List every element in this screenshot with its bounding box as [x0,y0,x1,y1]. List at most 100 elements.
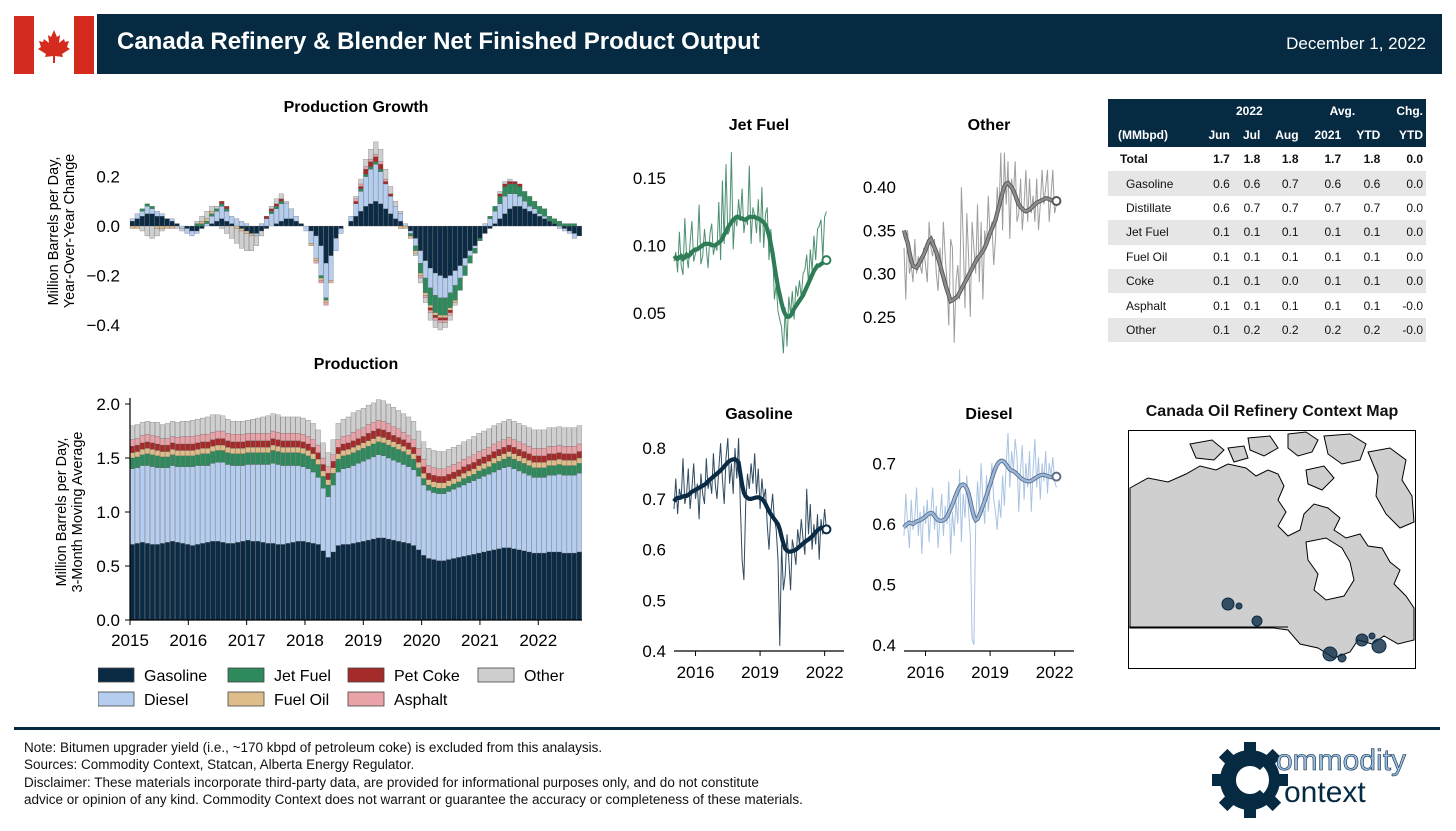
bar-jet-fuel [325,484,331,498]
bar-diesel [185,466,191,545]
bar-asphalt [144,434,150,442]
bar-pet-coke [280,440,286,448]
bar-pet-coke [165,444,171,452]
bar-gasoline [229,223,235,227]
bar-fuel-oil [431,481,437,488]
bar-fuel-oil [422,292,428,296]
bar-gasoline [471,553,477,621]
bar-other [442,322,448,328]
bar-jet-fuel [462,265,468,276]
bar-gasoline [358,211,364,227]
bar-asphalt [496,441,502,450]
bar-gasoline [527,211,533,227]
x-tick-label: 2015 [111,631,149,650]
bar-jet-fuel [561,465,567,476]
bar-diesel [219,206,225,219]
bar-gasoline [190,545,196,621]
bar-gasoline [139,216,145,227]
table-cell: 0.1 [1243,298,1261,313]
bar-gasoline [239,225,245,229]
bar-jet-fuel [378,169,384,172]
bar-gasoline [426,558,432,621]
chart-title: Gasoline [725,406,793,423]
bar-gasoline [160,543,165,621]
bar-gasoline [215,541,221,621]
bar-diesel [406,466,412,544]
bar-asphalt [160,438,165,446]
table-cell: 0.1 [1301,268,1345,294]
y-tick-label: 0.05 [633,304,666,323]
table-cell: 0.6 [1197,171,1233,196]
bar-gasoline [486,550,492,621]
bar-diesel [521,472,527,552]
bar-other [315,429,321,446]
bar-diesel [154,467,160,545]
bar-pet-coke [230,441,236,449]
bar-other [383,169,389,180]
bar-fuel-oil [308,243,314,246]
bar-asphalt [556,444,562,453]
y-axis-label: Million Barrels per Day, [46,157,62,306]
monthly-line [673,438,827,646]
bar-jet-fuel [315,464,321,478]
footer-disclaimer-2: advice or opinion of any kind. Commodity… [24,792,803,807]
bar-gasoline [259,225,264,232]
bar-pet-coke [144,441,150,449]
bar-gasoline [566,552,572,621]
canada-landmass [1129,431,1415,659]
bar-diesel [462,258,468,266]
bar-asphalt [318,280,324,284]
bar-gasoline [154,216,160,227]
bar-pet-coke [224,206,230,209]
bar-gasoline [547,220,553,227]
bar-jet-fuel [230,453,236,466]
bar-fuel-oil [310,453,316,460]
bar-diesel [466,482,472,556]
table-cell: 0.6 [1301,171,1345,196]
bar-fuel-oil [437,315,443,318]
bar-other [259,230,264,237]
bar-gasoline [224,220,230,227]
bar-fuel-oil [195,449,201,455]
bar-asphalt [195,435,201,444]
bar-other [380,400,386,422]
bar-gasoline [447,225,453,276]
bar-gasoline [235,542,241,621]
y-tick-label: 1.0 [96,503,120,522]
bar-fuel-oil [285,447,291,453]
bar-jet-fuel [476,470,482,479]
bar-jet-fuel [541,467,547,478]
bar-other [360,408,366,428]
table-row: Jet Fuel 0.1 0.1 0.1 0.1 0.1 0.0 [1108,220,1426,245]
bar-asphalt [310,439,316,448]
bar-asphalt [417,275,423,279]
bar-gasoline [323,225,329,264]
x-tick-label: 2022 [806,663,844,682]
bar-jet-fuel [199,223,205,227]
bar-fuel-oil [209,211,215,214]
bar-asphalt [386,423,391,433]
chart-title: Other [968,117,1011,134]
bar-fuel-oil [571,460,577,466]
bar-diesel [492,211,498,224]
bar-diesel [255,464,261,542]
bar-fuel-oil [129,225,135,229]
bar-diesel [295,465,301,542]
smooth-line [903,459,1057,529]
hudson-bay [1305,537,1355,601]
table-header-cell [1108,99,1198,123]
y-tick-label: 0.25 [863,308,896,327]
bar-fuel-oil [365,440,371,447]
bar-gasoline [345,544,351,621]
footer-divider [14,727,1440,730]
bar-fuel-oil [521,457,527,464]
bar-gasoline [134,218,140,227]
bar-gasoline [492,223,498,227]
bar-jet-fuel [280,452,286,466]
bar-asphalt [501,439,507,448]
bar-diesel [370,456,376,540]
bar-gasoline [328,225,334,256]
bar-jet-fuel [154,455,160,468]
bar-diesel [254,233,259,237]
bar-jet-fuel [323,297,329,301]
